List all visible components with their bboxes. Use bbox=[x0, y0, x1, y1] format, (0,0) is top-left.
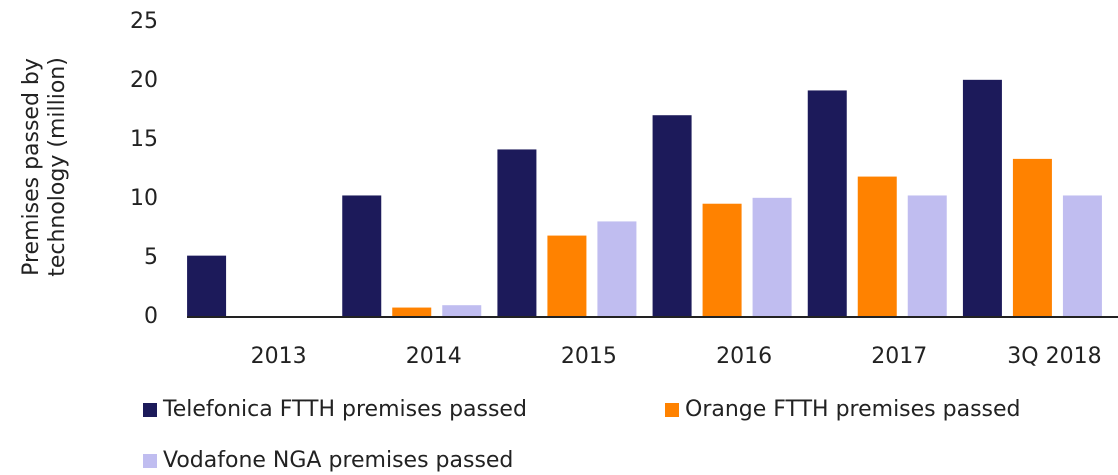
x-tick-label: 2013 bbox=[251, 344, 307, 369]
legend-swatch bbox=[143, 403, 157, 417]
legend-swatch bbox=[143, 454, 157, 468]
y-tick-label: 10 bbox=[130, 186, 158, 211]
legend-item: Telefonica FTTH premises passed bbox=[143, 397, 527, 422]
bar bbox=[907, 195, 947, 317]
bar bbox=[752, 197, 792, 317]
bar bbox=[392, 307, 432, 317]
bar bbox=[187, 255, 227, 317]
y-tick-label: 25 bbox=[130, 9, 158, 34]
legend-swatch bbox=[665, 403, 679, 417]
bar bbox=[547, 235, 587, 317]
bar bbox=[597, 221, 637, 317]
bar bbox=[1012, 158, 1052, 317]
y-axis-label: technology (million) bbox=[45, 57, 70, 277]
x-tick-label: 3Q 2018 bbox=[1007, 344, 1101, 369]
x-tick-label: 2014 bbox=[406, 344, 462, 369]
legend-item: Vodafone NGA premises passed bbox=[143, 448, 513, 473]
y-axis-label: Premises passed by bbox=[19, 58, 44, 276]
bar bbox=[1062, 195, 1102, 317]
y-tick-label: 0 bbox=[144, 304, 158, 329]
bar bbox=[652, 115, 692, 317]
legend-label: Orange FTTH premises passed bbox=[685, 397, 1021, 422]
bar bbox=[497, 149, 537, 317]
legend-item: Orange FTTH premises passed bbox=[665, 397, 1021, 422]
x-tick-label: 2017 bbox=[871, 344, 927, 369]
bar bbox=[857, 176, 897, 317]
x-tick-label: 2016 bbox=[716, 344, 772, 369]
bar bbox=[342, 195, 382, 317]
bar bbox=[442, 305, 482, 317]
y-tick-label: 5 bbox=[144, 245, 158, 270]
bar bbox=[962, 79, 1002, 317]
x-tick-label: 2015 bbox=[561, 344, 617, 369]
legend-label: Vodafone NGA premises passed bbox=[163, 448, 513, 473]
y-tick-label: 15 bbox=[130, 127, 158, 152]
y-tick-label: 20 bbox=[130, 68, 158, 93]
bar bbox=[702, 203, 742, 317]
bar bbox=[807, 90, 847, 317]
legend-label: Telefonica FTTH premises passed bbox=[162, 397, 527, 422]
